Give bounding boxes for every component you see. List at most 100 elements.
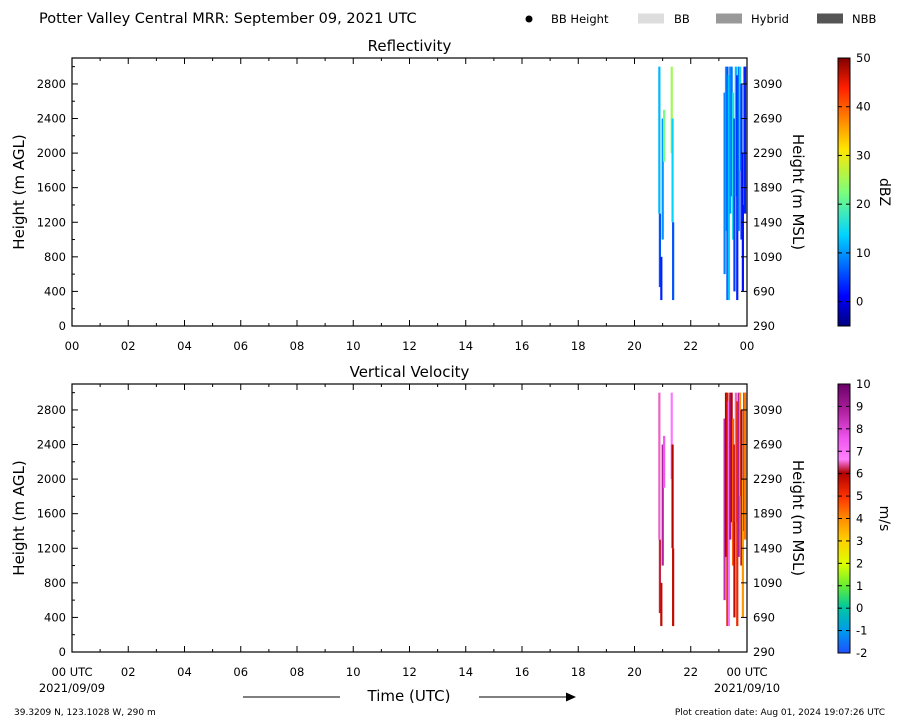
data-segment [734, 66, 737, 197]
x-tick-label: 16 [515, 339, 530, 353]
colorbar: -2 -1 0 1 2 3 4 5 6 7 8 9 10 m/s [837, 377, 892, 660]
colorbar-tick-label: 6 [856, 467, 863, 481]
colorbar-label: m/s [876, 506, 892, 532]
x-tick-label: 10 [346, 339, 361, 353]
figure-title: Potter Valley Central MRR: September 09,… [39, 11, 417, 27]
x-tick-label: 20 [627, 665, 642, 679]
data-segment [730, 66, 733, 197]
y-tick-label: 1200 [37, 215, 66, 229]
data-segment [734, 392, 737, 523]
y-ticks-left: 0 400 800 1200 1600 2000 2400 2800 [37, 66, 78, 333]
y-right-tick-label: 2290 [753, 472, 782, 486]
legend-item: Hybrid [716, 12, 789, 26]
footer-location: 39.3209 N, 123.1028 W, 290 m [14, 708, 156, 718]
x-tick-label: 10 [346, 665, 361, 679]
data-segment [736, 401, 739, 627]
x-tick-label: 16 [515, 665, 530, 679]
data-segment [740, 409, 743, 566]
x-tick-label: 18 [571, 339, 586, 353]
y-right-tick-label: 1090 [753, 250, 782, 264]
x-tick-label: 14 [458, 665, 473, 679]
data-segment [729, 392, 732, 540]
data-segment [744, 66, 747, 214]
colorbar-tick-label: 4 [856, 512, 863, 526]
data-segment [740, 83, 743, 240]
data-segment [724, 66, 728, 231]
data-segment [663, 109, 666, 162]
colorbar-tick-label: -1 [856, 624, 867, 638]
legend-label: NBB [852, 12, 876, 26]
data-segment [738, 392, 742, 497]
data-segment [671, 444, 674, 549]
data-segments [658, 66, 747, 301]
y-tick-label: 1600 [37, 181, 66, 195]
legend-dot [525, 15, 533, 23]
data-segment [663, 435, 666, 488]
plot-frame [71, 383, 748, 653]
colorbar-tick-label: -2 [856, 646, 867, 660]
header-legend: BB Height BB Hybrid NBB [525, 12, 876, 26]
x-tick-label: 12 [402, 665, 417, 679]
colorbar-tick-label: 1 [856, 579, 863, 593]
data-segment [726, 392, 729, 627]
data-segments [658, 392, 747, 627]
colorbar-tick-label: 10 [856, 377, 871, 391]
colorbar-tick-label: 8 [856, 422, 863, 436]
x-tick-label: 12 [402, 339, 417, 353]
data-segment [723, 92, 726, 275]
x-tick-label: 22 [683, 665, 698, 679]
y-tick-label: 2400 [37, 438, 66, 452]
data-segment [744, 392, 747, 540]
y-right-tick-label: 690 [753, 284, 775, 298]
y-right-tick-label: 1890 [753, 181, 782, 195]
x-tick-label: 04 [177, 339, 192, 353]
colorbar-tick-label: 9 [856, 399, 863, 413]
x-tick-label: 20 [627, 339, 642, 353]
x-tick-label: 04 [177, 665, 192, 679]
data-segment [737, 392, 740, 557]
data-segment [672, 548, 675, 627]
legend-label: Hybrid [751, 12, 789, 26]
data-segment [731, 92, 735, 240]
end-date-label: 2021/09/10 [714, 681, 780, 695]
colorbar-tick-label: 0 [856, 601, 863, 615]
colorbar-tick-label: 40 [856, 100, 871, 114]
y-tick-label: 400 [44, 610, 66, 624]
colorbar-tick-label: 30 [856, 148, 871, 162]
x-tick-label: 18 [571, 665, 586, 679]
x-tick-label: 08 [290, 339, 305, 353]
data-segment [733, 118, 736, 292]
panel-title: Vertical Velocity [350, 363, 470, 381]
colorbar-tick-label: 2 [856, 556, 863, 570]
footer-creation-date: Plot creation date: Aug 01, 2024 19:07:2… [675, 708, 885, 718]
colorbar-tick-label: 0 [856, 295, 863, 309]
data-segment [658, 66, 661, 214]
plot-frame [71, 57, 748, 327]
data-segment [729, 66, 732, 214]
x-tick-label: 02 [121, 339, 136, 353]
data-segment [727, 401, 730, 627]
data-segment [736, 75, 739, 301]
y-tick-label: 2000 [37, 146, 66, 160]
y-right-tick-label: 2690 [753, 112, 782, 126]
legend-label: BB [674, 12, 690, 26]
y-axis-label: Height (m AGL) [10, 460, 28, 575]
legend-label: BB Height [551, 12, 609, 26]
y-right-tick-label: 1490 [753, 215, 782, 229]
y-right-tick-label: 690 [753, 610, 775, 624]
x-tick-label: 06 [233, 665, 248, 679]
y-right-tick-label: 290 [753, 645, 775, 659]
colorbar-tick-label: 7 [856, 444, 863, 458]
data-segment [737, 66, 740, 231]
data-segment [670, 392, 673, 480]
colorbar-label: dBZ [876, 178, 892, 206]
data-segment [660, 256, 663, 301]
x-tick-label: 14 [458, 339, 473, 353]
data-segment [658, 539, 662, 614]
y-right-tick-label: 1090 [753, 576, 782, 590]
y-tick-label: 2800 [37, 77, 66, 91]
data-segment [727, 75, 730, 301]
